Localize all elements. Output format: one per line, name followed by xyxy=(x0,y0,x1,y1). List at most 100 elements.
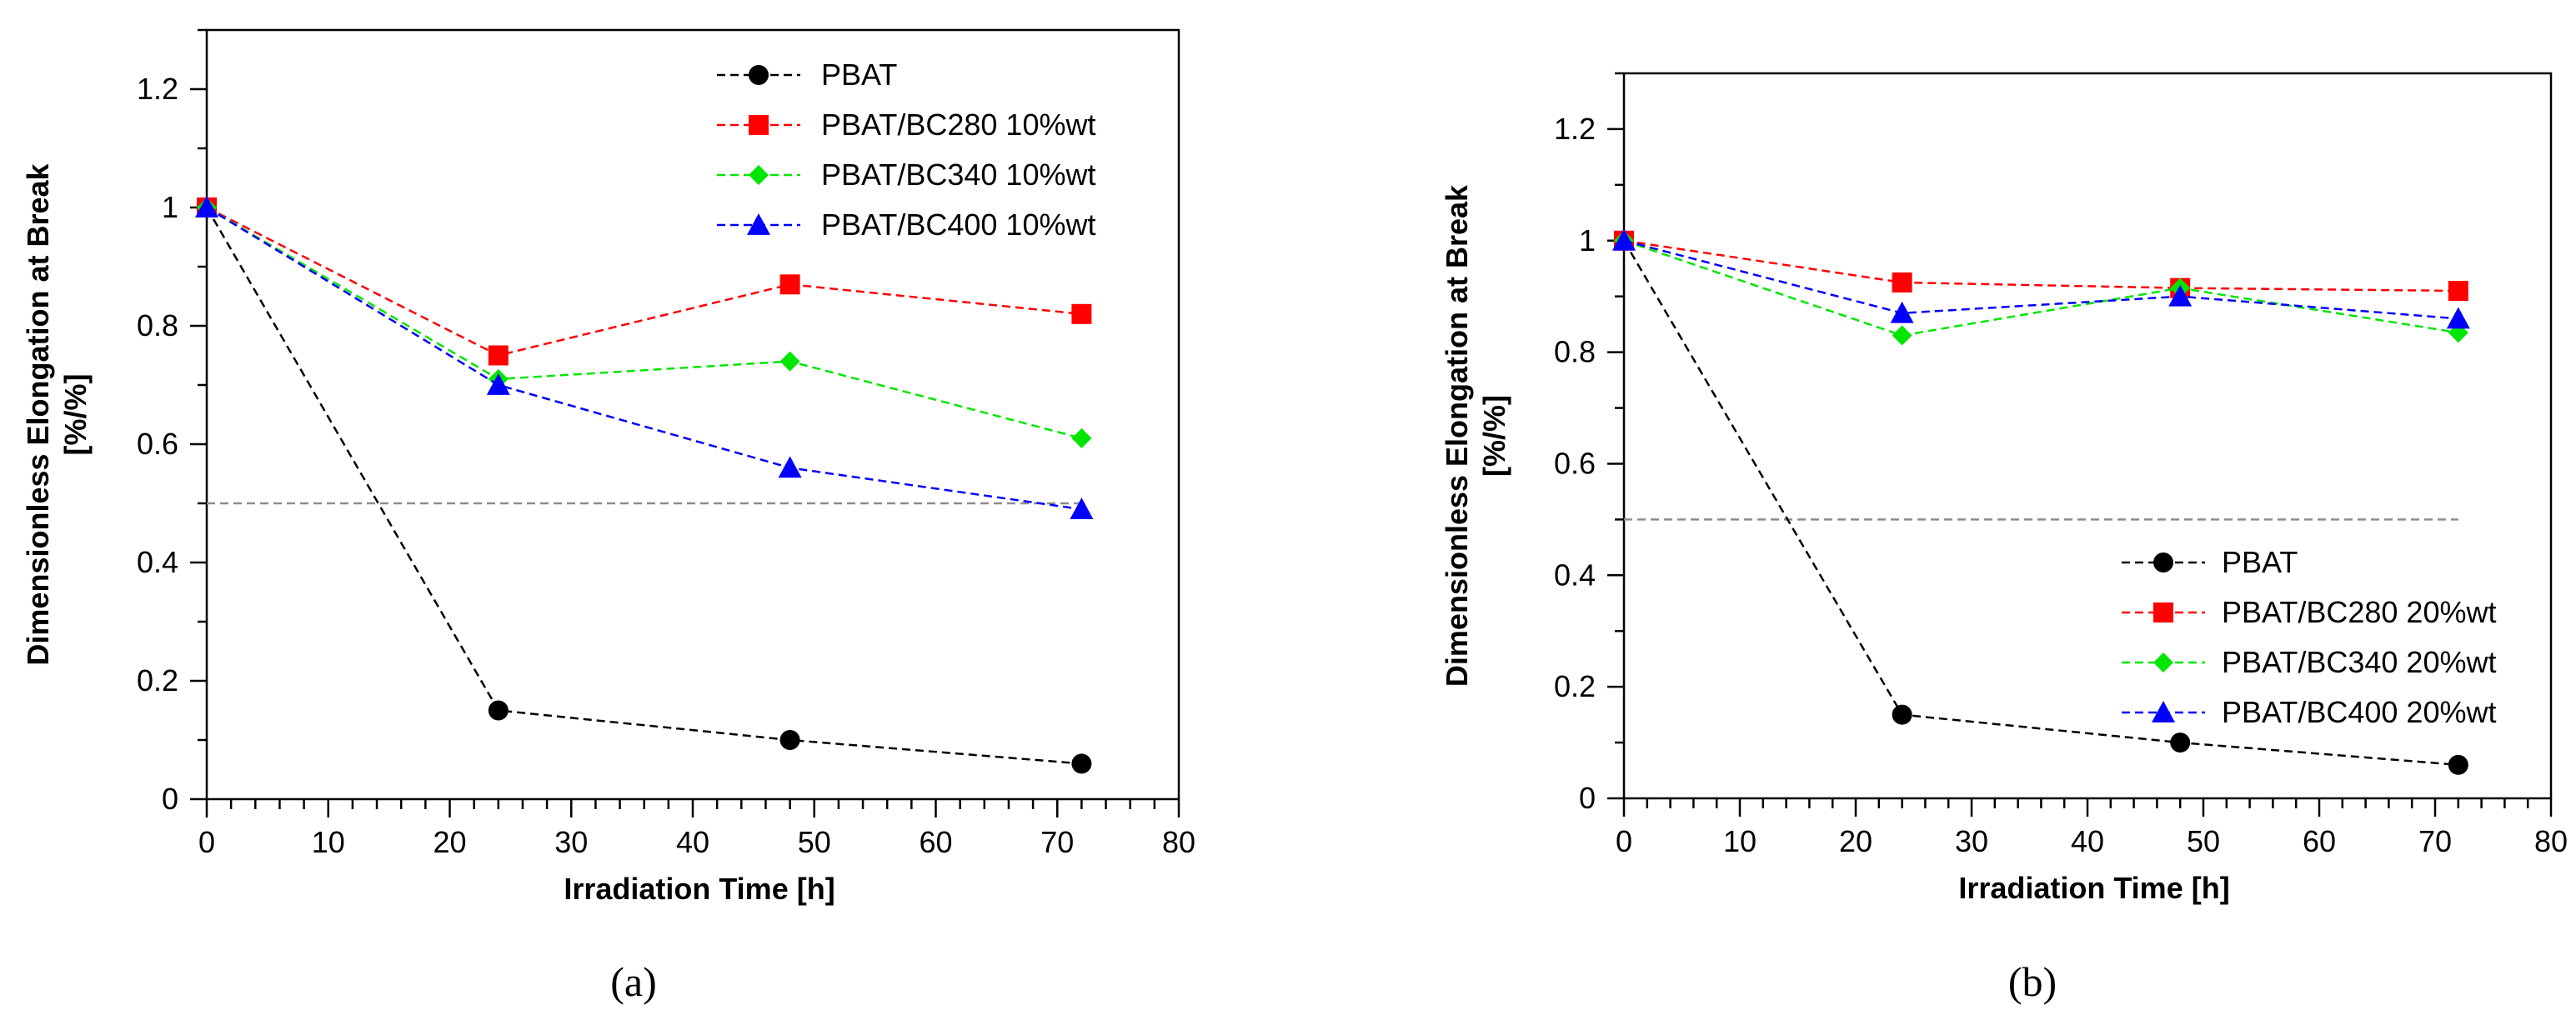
series-4 xyxy=(1612,228,2470,329)
series-1 xyxy=(197,198,1092,774)
x-tick-label: 10 xyxy=(312,825,345,859)
legend-marker xyxy=(749,115,769,135)
x-tick-label: 80 xyxy=(1162,825,1195,859)
legend-marker xyxy=(749,65,769,85)
y-axis-title-units: [%/%] xyxy=(1477,395,1511,477)
legend-entry: PBAT/BC280 20%wt xyxy=(2122,595,2496,629)
legend-marker xyxy=(2153,602,2173,622)
y-axis-title-units: [%/%] xyxy=(58,374,93,456)
legend-marker xyxy=(2153,552,2173,572)
y-tick-label: 0.6 xyxy=(137,427,178,461)
x-tick-label: 60 xyxy=(919,825,952,859)
series-line xyxy=(1623,239,2458,320)
legend-entry: PBAT xyxy=(717,58,897,92)
series-line xyxy=(206,206,1082,357)
legend-marker xyxy=(2153,652,2173,672)
legend-entry: PBAT/BC400 10%wt xyxy=(717,208,1095,242)
x-tick-label: 30 xyxy=(1955,824,1988,858)
y-tick-label: 0.6 xyxy=(1554,446,1596,480)
panel-label: (b) xyxy=(2008,958,2057,1005)
x-tick-label: 10 xyxy=(1723,824,1757,858)
legend-label: PBAT/BC400 10%wt xyxy=(821,208,1095,242)
legend-entry: PBAT/BC400 20%wt xyxy=(2122,695,2496,729)
y-tick-label: 0.2 xyxy=(137,663,178,698)
x-tick-label: 40 xyxy=(676,825,709,859)
x-tick-label: 50 xyxy=(2187,824,2220,858)
x-tick-label: 30 xyxy=(554,825,588,859)
panel-a: 0 10 20 30 40 50 60 70 80 0 0.2 0.4 0.6 0.8 1 1.2 Irradi… xyxy=(21,28,1195,1005)
legend-label: PBAT xyxy=(2222,545,2298,579)
series-3 xyxy=(1614,230,2468,346)
legend-marker xyxy=(747,213,770,235)
data-point xyxy=(2168,284,2193,307)
data-point xyxy=(195,196,218,218)
x-tick-label: 70 xyxy=(2418,824,2452,858)
x-tick-label: 60 xyxy=(2303,824,2336,858)
legend-entry: PBAT/BC280 10%wt xyxy=(717,108,1095,142)
y-tick-label: 1 xyxy=(162,190,178,224)
plot-frame xyxy=(205,28,1180,801)
data-point xyxy=(1892,704,1912,725)
legend-marker xyxy=(2152,701,2175,722)
x-tick-label: 40 xyxy=(2071,824,2104,858)
data-point xyxy=(1071,428,1092,448)
x-axis-title: Irradiation Time [h] xyxy=(1958,871,2229,905)
y-tick-label: 0.2 xyxy=(1554,669,1596,703)
plot-frame xyxy=(1622,72,2553,800)
series-line xyxy=(1623,239,2458,337)
legend: PBAT PBAT/BC280 10%wt PBAT/BC340 10%wt PBAT… xyxy=(717,58,1095,242)
legend-label: PBAT/BC400 20%wt xyxy=(2222,695,2496,729)
legend-label: PBAT xyxy=(821,58,897,92)
panel-b: 0 10 20 30 40 50 60 70 80 0 0.2 0.4 0.6 0.8 1 1.2 Irradi… xyxy=(1440,72,2568,1005)
data-point xyxy=(779,274,800,295)
legend-entry: PBAT/BC340 20%wt xyxy=(2122,645,2496,679)
y-tick-label: 1.2 xyxy=(1554,112,1596,146)
y-tick-label: 0 xyxy=(1579,781,1596,815)
data-point xyxy=(488,700,509,721)
panel-label: (a) xyxy=(610,958,657,1005)
legend-label: PBAT/BC340 10%wt xyxy=(821,158,1095,192)
legend-label: PBAT/BC340 20%wt xyxy=(2222,645,2496,679)
data-point xyxy=(1070,498,1094,519)
x-tick-label: 0 xyxy=(198,825,215,859)
data-point xyxy=(2170,732,2191,753)
y-tick-label: 0.8 xyxy=(1554,335,1596,369)
data-point xyxy=(2448,754,2468,775)
x-tick-label: 70 xyxy=(1040,825,1074,859)
series-line xyxy=(1623,239,2458,292)
data-point xyxy=(488,345,509,366)
series-line xyxy=(206,206,1082,511)
y-tick-label: 1.2 xyxy=(137,72,178,106)
x-tick-label: 20 xyxy=(433,825,466,859)
legend-marker xyxy=(749,165,769,185)
y-tick-label: 0.4 xyxy=(1554,558,1596,592)
legend: PBAT PBAT/BC280 20%wt PBAT/BC340 20%wt PBAT… xyxy=(2122,545,2496,729)
legend-label: PBAT/BC280 20%wt xyxy=(2222,595,2496,629)
y-tick-label: 0.4 xyxy=(137,545,178,579)
data-point xyxy=(779,730,800,750)
data-point xyxy=(1892,272,1912,292)
series-4 xyxy=(195,196,1094,519)
data-point xyxy=(486,373,510,395)
x-tick-label: 0 xyxy=(1616,824,1632,858)
data-point xyxy=(1071,303,1092,324)
legend-label: PBAT/BC280 10%wt xyxy=(821,108,1095,142)
series-line xyxy=(205,207,1082,765)
legend-entry: PBAT xyxy=(2122,545,2298,579)
y-tick-label: 1 xyxy=(1579,223,1596,258)
data-point xyxy=(2448,281,2468,301)
y-axis-title: Dimensionless Elongation at Break xyxy=(21,162,55,665)
data-point xyxy=(2446,307,2470,329)
data-point xyxy=(778,456,802,478)
data-point xyxy=(1892,325,1912,346)
legend-entry: PBAT/BC340 10%wt xyxy=(717,158,1095,192)
data-point xyxy=(1890,301,1914,323)
x-tick-label: 20 xyxy=(1839,824,1872,858)
data-point xyxy=(779,351,800,372)
x-tick-label: 80 xyxy=(2534,824,2568,858)
x-axis-title: Irradiation Time [h] xyxy=(564,872,834,906)
y-tick-label: 0.8 xyxy=(137,308,178,342)
data-point xyxy=(1071,753,1092,774)
x-tick-label: 50 xyxy=(798,825,831,859)
